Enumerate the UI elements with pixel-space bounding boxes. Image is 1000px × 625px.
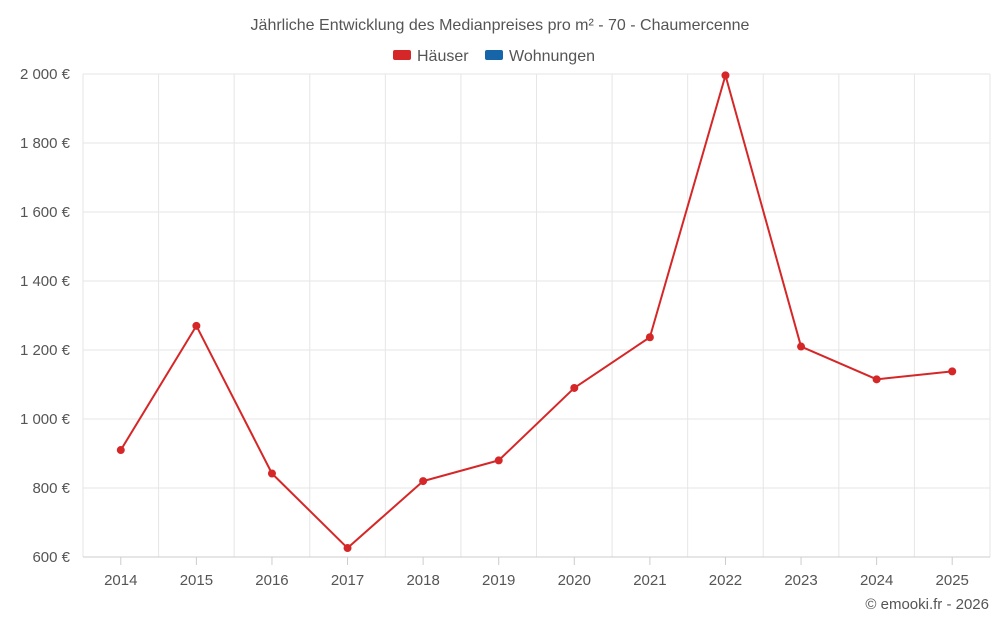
x-tick-label: 2020: [558, 572, 591, 589]
series-line-haeuser: [119, 74, 953, 550]
chart-title: Jährliche Entwicklung des Medianpreises …: [251, 17, 750, 34]
x-tick-label: 2025: [936, 572, 969, 589]
data-point[interactable]: [797, 342, 806, 351]
y-tick-label: 2 000 €: [20, 66, 71, 83]
data-point[interactable]: [721, 71, 730, 80]
legend: Häuser Wohnungen: [393, 48, 595, 65]
data-point[interactable]: [570, 383, 579, 392]
data-point[interactable]: [192, 321, 201, 330]
series: [116, 71, 957, 553]
legend-swatch-wohnungen: [485, 50, 503, 60]
x-tick-label: 2022: [709, 572, 742, 589]
x-tick-label: 2016: [255, 572, 288, 589]
legend-label-haeuser: Häuser: [417, 48, 469, 65]
x-tick-label: 2023: [784, 572, 817, 589]
y-tick-label: 1 200 €: [20, 342, 71, 359]
y-tick-label: 1 800 €: [20, 135, 71, 152]
y-tick-label: 800 €: [32, 480, 70, 497]
data-point[interactable]: [116, 446, 125, 455]
axes: 600 € 800 € 1 000 € 1 200 € 1 400 € 1 600 € 1 …: [20, 66, 990, 589]
data-point[interactable]: [494, 456, 503, 465]
data-point[interactable]: [419, 477, 428, 486]
x-tick-label: 2017: [331, 572, 364, 589]
x-tick-label: 2015: [180, 572, 213, 589]
x-tick-label: 2018: [406, 572, 439, 589]
y-tick-label: 600 €: [32, 549, 70, 566]
legend-label-wohnungen: Wohnungen: [509, 48, 595, 65]
data-point[interactable]: [267, 469, 276, 478]
data-point[interactable]: [343, 544, 352, 553]
legend-swatch-haeuser: [393, 50, 411, 60]
legend-item-wohnungen[interactable]: Wohnungen: [485, 48, 595, 65]
x-tick-label: 2024: [860, 572, 893, 589]
x-tick-label: 2019: [482, 572, 515, 589]
legend-item-haeuser[interactable]: Häuser: [393, 48, 469, 65]
data-point[interactable]: [948, 367, 957, 376]
x-tick-label: 2021: [633, 572, 666, 589]
data-point[interactable]: [645, 333, 654, 342]
y-tick-label: 1 600 €: [20, 204, 71, 221]
grid: [82, 73, 991, 557]
y-tick-label: 1 000 €: [20, 411, 71, 428]
y-tick-label: 1 400 €: [20, 273, 71, 290]
x-tick-label: 2014: [104, 572, 137, 589]
data-point[interactable]: [872, 375, 881, 384]
credit-text: © emooki.fr - 2026: [865, 596, 989, 613]
